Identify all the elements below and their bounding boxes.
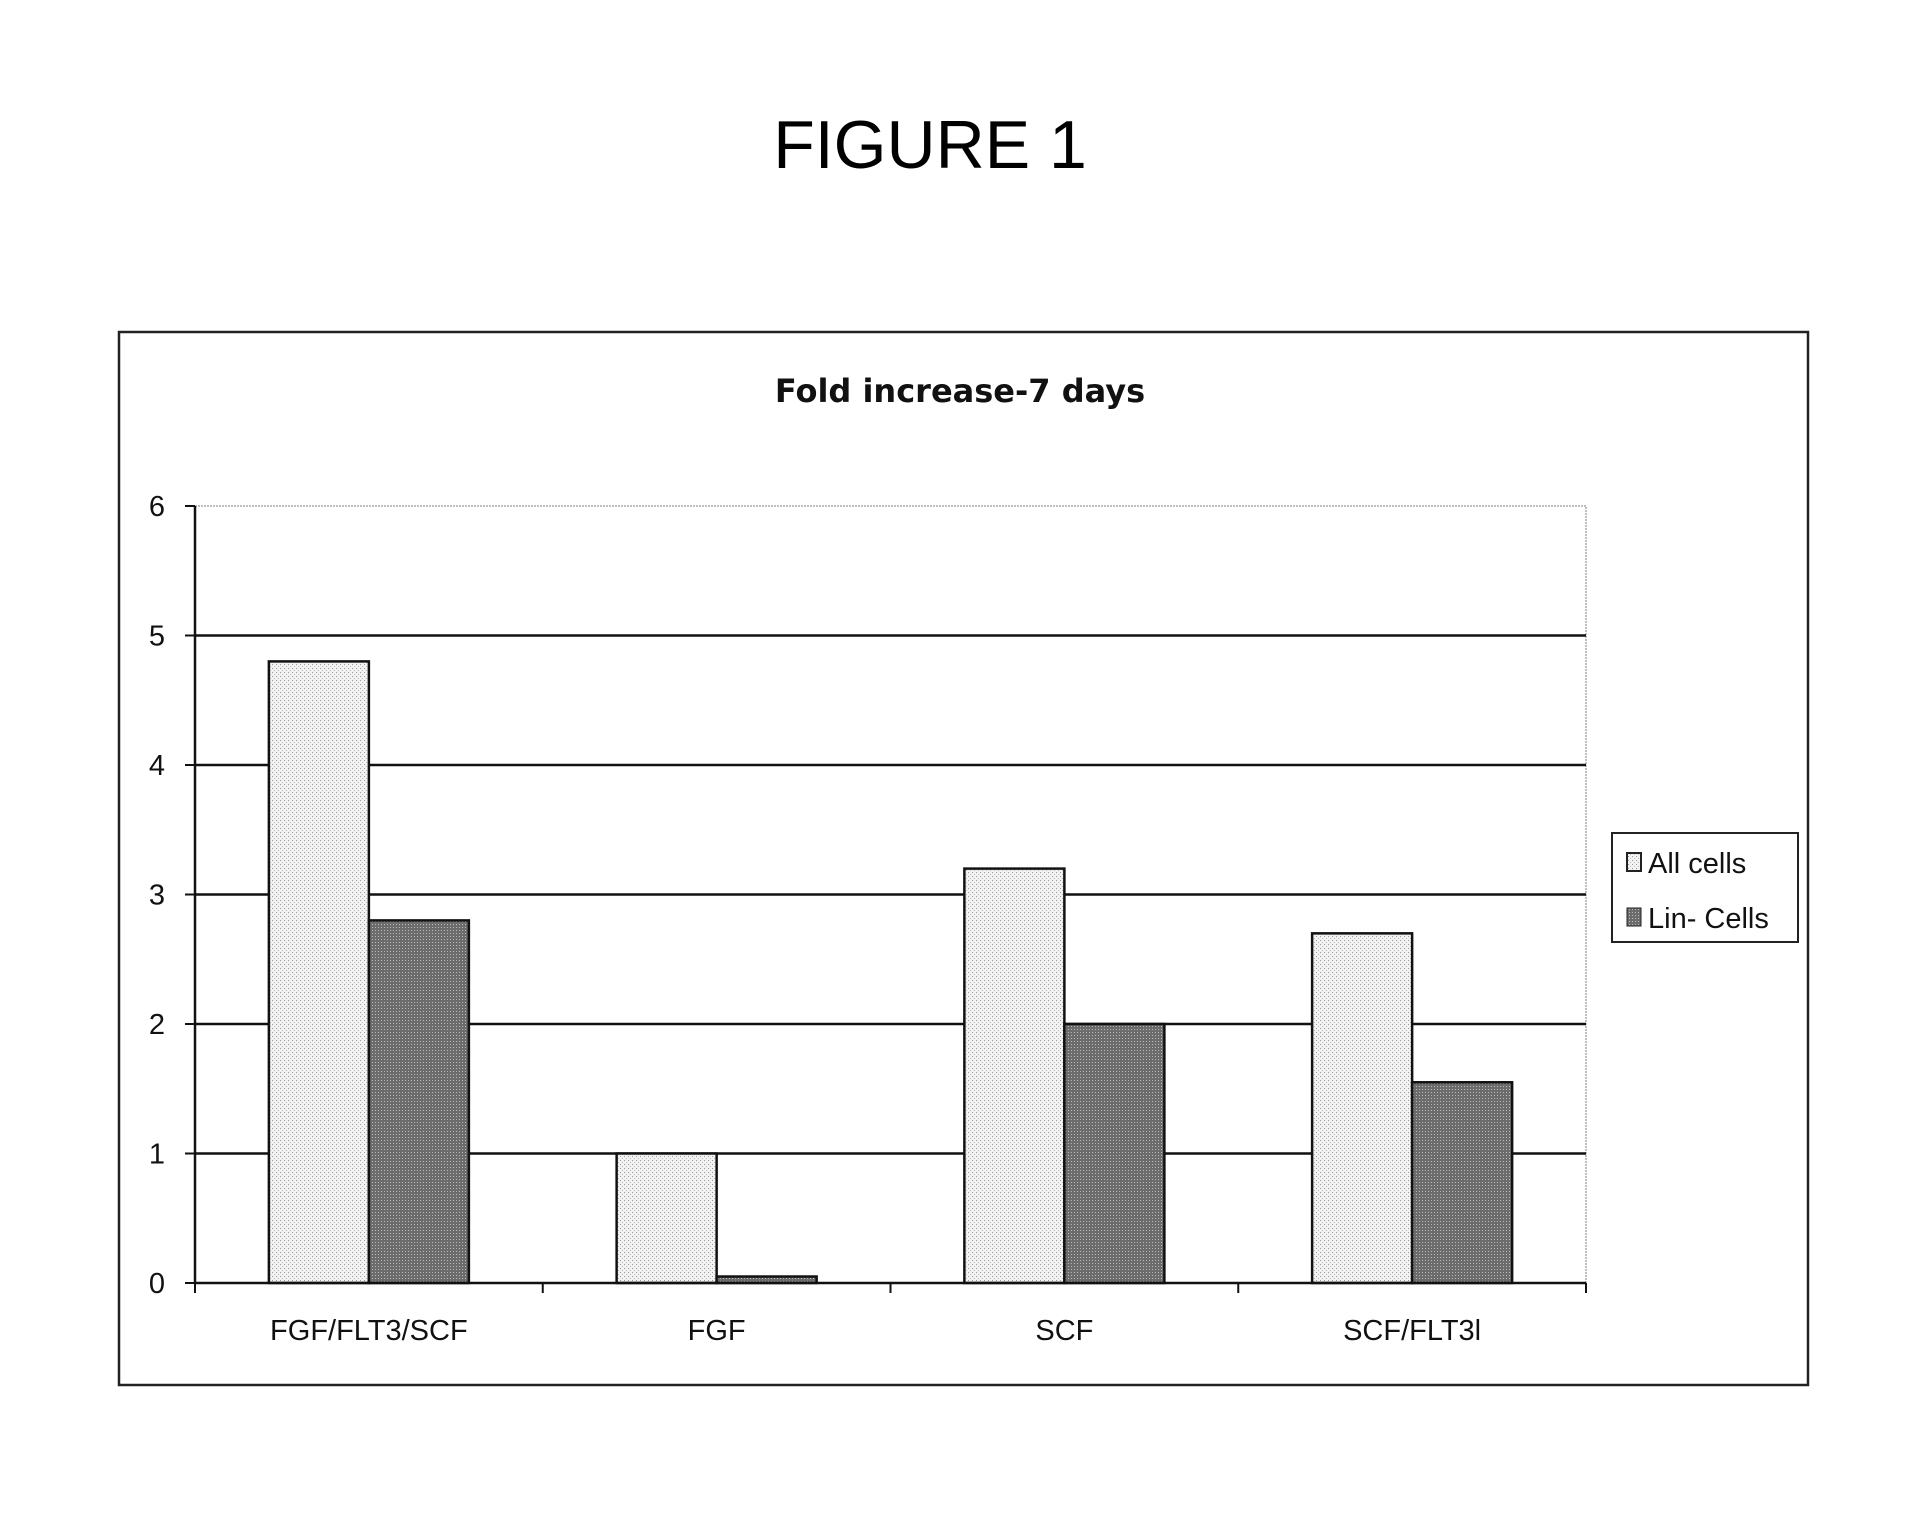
bar-all-cells-fgf-flt3-scf <box>269 661 369 1283</box>
y-tick-label: 5 <box>149 621 165 653</box>
y-tick-label: 1 <box>149 1139 165 1171</box>
x-tick-label: SCF/FLT3l <box>1343 1315 1481 1347</box>
chart-title: Fold increase-7 days <box>775 372 1145 410</box>
bar-all-cells-fgf <box>617 1154 717 1284</box>
figure-label: FIGURE 1 <box>773 107 1087 183</box>
y-tick-label: 4 <box>149 750 165 782</box>
bar-all-cells-scf <box>964 869 1064 1283</box>
legend-label-all-cells: All cells <box>1648 848 1746 880</box>
legend-swatch-lin-cells <box>1627 908 1641 926</box>
x-tick-label: FGF <box>688 1315 746 1347</box>
y-tick-label: 0 <box>149 1268 165 1300</box>
plot-area: 0 1 2 3 4 5 6 FGF/FLT3/SCF FGF SCF SCF/FLT3l <box>149 491 1586 1347</box>
figure: FIGURE 1 Fold increase-7 days 0 1 2 3 4 5 6 FGF… <box>0 0 1922 1521</box>
y-tick-label: 3 <box>149 880 165 912</box>
x-tick-label: SCF <box>1035 1315 1093 1347</box>
bar-lin-cells-scf <box>1064 1024 1164 1283</box>
legend-swatch-all-cells <box>1627 853 1641 871</box>
legend: All cells Lin- Cells <box>1612 833 1798 942</box>
legend-label-lin-cells: Lin- Cells <box>1648 903 1769 935</box>
bar-lin-cells-scf-flt3l <box>1412 1082 1512 1283</box>
bar-lin-cells-fgf-flt3-scf <box>369 920 469 1283</box>
y-tick-label: 2 <box>149 1009 165 1041</box>
y-tick-label: 6 <box>149 491 165 523</box>
x-tick-label: FGF/FLT3/SCF <box>270 1315 468 1347</box>
bar-all-cells-scf-flt3l <box>1312 933 1412 1283</box>
